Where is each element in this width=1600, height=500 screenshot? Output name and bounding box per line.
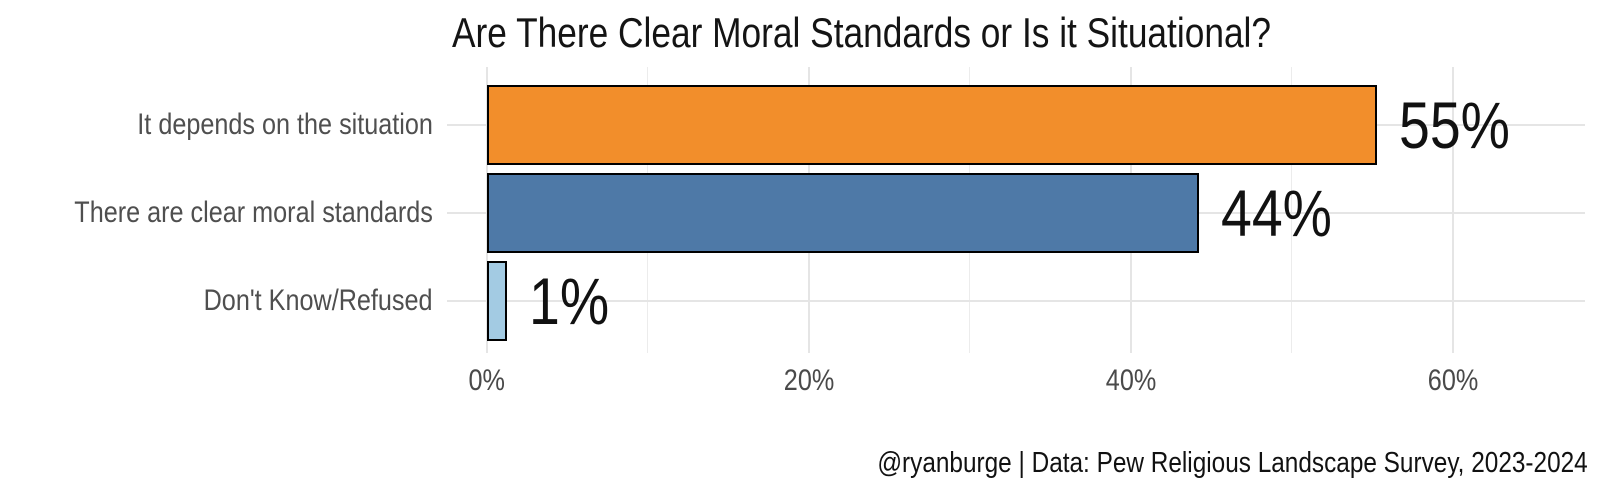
h-gridline (447, 300, 1585, 302)
bar-value-label: 1% (529, 268, 624, 334)
y-axis-labels: It depends on the situation There are cle… (0, 67, 433, 353)
category-label: Don't Know/Refused (0, 280, 433, 322)
bar-value-label-text: 1% (529, 264, 610, 338)
x-tick-label-text: 60% (1427, 364, 1479, 397)
category-label-text: Don't Know/Refused (204, 284, 433, 317)
bar-value-label-text: 44% (1221, 176, 1333, 250)
x-tick-label-text: 0% (468, 364, 506, 397)
x-tick-label-text: 20% (783, 364, 835, 397)
category-label-text: It depends on the situation (137, 108, 433, 141)
x-tick-label: 0% (407, 366, 567, 396)
x-tick-label: 60% (1373, 366, 1533, 396)
bar-value-label-text: 55% (1398, 88, 1510, 162)
bar-value-label: 55% (1399, 92, 1531, 158)
x-tick-label-text: 40% (1105, 364, 1157, 397)
bar (487, 85, 1377, 165)
v-gridline-minor (1291, 67, 1292, 353)
bar-value-label: 44% (1221, 180, 1353, 246)
category-label: There are clear moral standards (0, 192, 433, 234)
bar (487, 261, 508, 341)
chart-title-text: Are There Clear Moral Standards or Is it… (452, 9, 1272, 56)
x-tick-label: 40% (1051, 366, 1211, 396)
chart-caption: @ryanburge | Data: Pew Religious Landsca… (188, 444, 1588, 482)
x-tick-label: 20% (729, 366, 889, 396)
category-label: It depends on the situation (0, 104, 433, 146)
v-gridline-major (1452, 67, 1454, 353)
plot-area: 55% 44% 1% (447, 67, 1585, 353)
bar (487, 173, 1200, 253)
chart-title: Are There Clear Moral Standards or Is it… (452, 8, 1600, 58)
chart-caption-text: @ryanburge | Data: Pew Religious Landsca… (877, 447, 1588, 479)
category-label-text: There are clear moral standards (74, 196, 433, 229)
